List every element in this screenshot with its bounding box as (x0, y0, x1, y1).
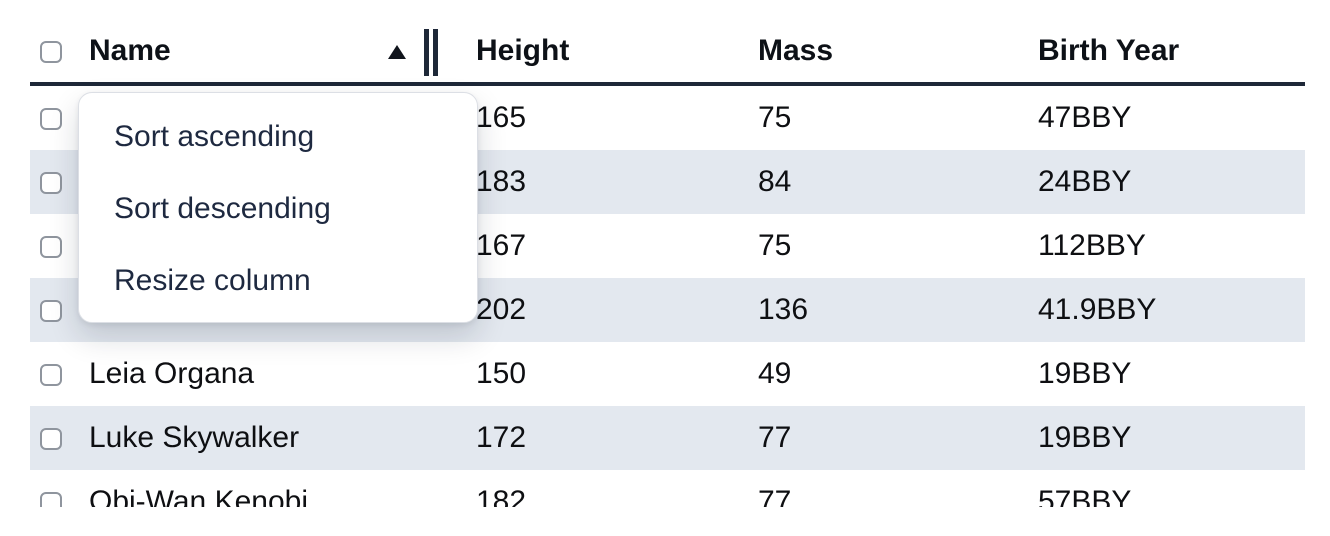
cell-birth-year: 47BBY (1038, 101, 1132, 134)
column-header-mass[interactable]: Mass (758, 34, 1038, 68)
cell-mass: 49 (758, 357, 792, 390)
menu-item-resize-column[interactable]: Resize column (114, 264, 311, 297)
table-header-row: Name Height Mass Birth Year (30, 0, 1305, 86)
cell-mass: 75 (758, 229, 792, 262)
row-checkbox[interactable] (40, 492, 62, 507)
cell-birth-year: 24BBY (1038, 165, 1132, 198)
column-header-birth-year[interactable]: Birth Year (1038, 34, 1305, 68)
row-checkbox[interactable] (40, 428, 62, 451)
row-checkbox-cell (30, 485, 80, 507)
cell-height: 183 (476, 165, 527, 198)
column-header-name[interactable]: Name (80, 34, 476, 68)
characters-table: Name Height Mass Birth Year 165 75 47BBY (30, 0, 1305, 507)
cell-mass: 77 (758, 485, 792, 507)
cell-birth-year: 112BBY (1038, 229, 1146, 262)
cell-name: Luke Skywalker (89, 421, 300, 454)
sort-ascending-icon (388, 45, 406, 59)
row-checkbox[interactable] (40, 236, 62, 259)
cell-mass: 77 (758, 421, 792, 454)
cell-height: 172 (476, 421, 527, 454)
table-body: 165 75 47BBY 183 84 24BBY 167 75 112BBY … (30, 86, 1305, 507)
row-checkbox-cell (30, 229, 80, 263)
row-checkbox[interactable] (40, 364, 62, 387)
row-checkbox-cell (30, 357, 80, 391)
table-viewport: Name Height Mass Birth Year 165 75 47BBY (30, 0, 1305, 507)
cell-height: 150 (476, 357, 527, 390)
menu-item-sort-descending[interactable]: Sort descending (114, 192, 331, 225)
row-checkbox-cell (30, 293, 80, 327)
cell-height: 182 (476, 485, 527, 507)
table-row[interactable]: 167 75 112BBY (30, 214, 1305, 278)
row-checkbox-cell (30, 165, 80, 199)
table-row[interactable]: Obi-Wan Kenobi 182 77 57BBY (30, 470, 1305, 507)
table-row[interactable]: Leia Organa 150 49 19BBY (30, 342, 1305, 406)
cell-birth-year: 41.9BBY (1038, 293, 1157, 326)
column-context-menu: Sort ascending Sort descending Resize co… (78, 92, 478, 323)
column-header-height-label: Height (476, 34, 570, 67)
row-checkbox[interactable] (40, 172, 62, 195)
cell-name: Obi-Wan Kenobi (89, 485, 308, 507)
column-header-birth-year-label: Birth Year (1038, 34, 1180, 67)
cell-birth-year: 19BBY (1038, 357, 1132, 390)
table-row[interactable]: Luke Skywalker 172 77 19BBY (30, 406, 1305, 470)
column-header-name-label: Name (89, 34, 171, 67)
table-row[interactable]: 165 75 47BBY (30, 86, 1305, 150)
cell-birth-year: 19BBY (1038, 421, 1132, 454)
cell-mass: 136 (758, 293, 809, 326)
cell-height: 165 (476, 101, 527, 134)
cell-height: 202 (476, 293, 527, 326)
cell-name: Leia Organa (89, 357, 255, 390)
cell-height: 167 (476, 229, 527, 262)
column-header-height[interactable]: Height (476, 34, 758, 68)
cell-birth-year: 57BBY (1038, 485, 1132, 507)
cell-mass: 84 (758, 165, 792, 198)
column-resize-handle-icon[interactable] (424, 29, 438, 76)
select-all-checkbox[interactable] (40, 41, 62, 64)
header-checkbox-cell (30, 34, 80, 68)
row-checkbox[interactable] (40, 300, 62, 323)
column-header-mass-label: Mass (758, 34, 834, 67)
row-checkbox-cell (30, 421, 80, 455)
menu-item-sort-ascending[interactable]: Sort ascending (114, 120, 315, 153)
row-checkbox[interactable] (40, 108, 62, 131)
row-checkbox-cell (30, 101, 80, 135)
cell-mass: 75 (758, 101, 792, 134)
